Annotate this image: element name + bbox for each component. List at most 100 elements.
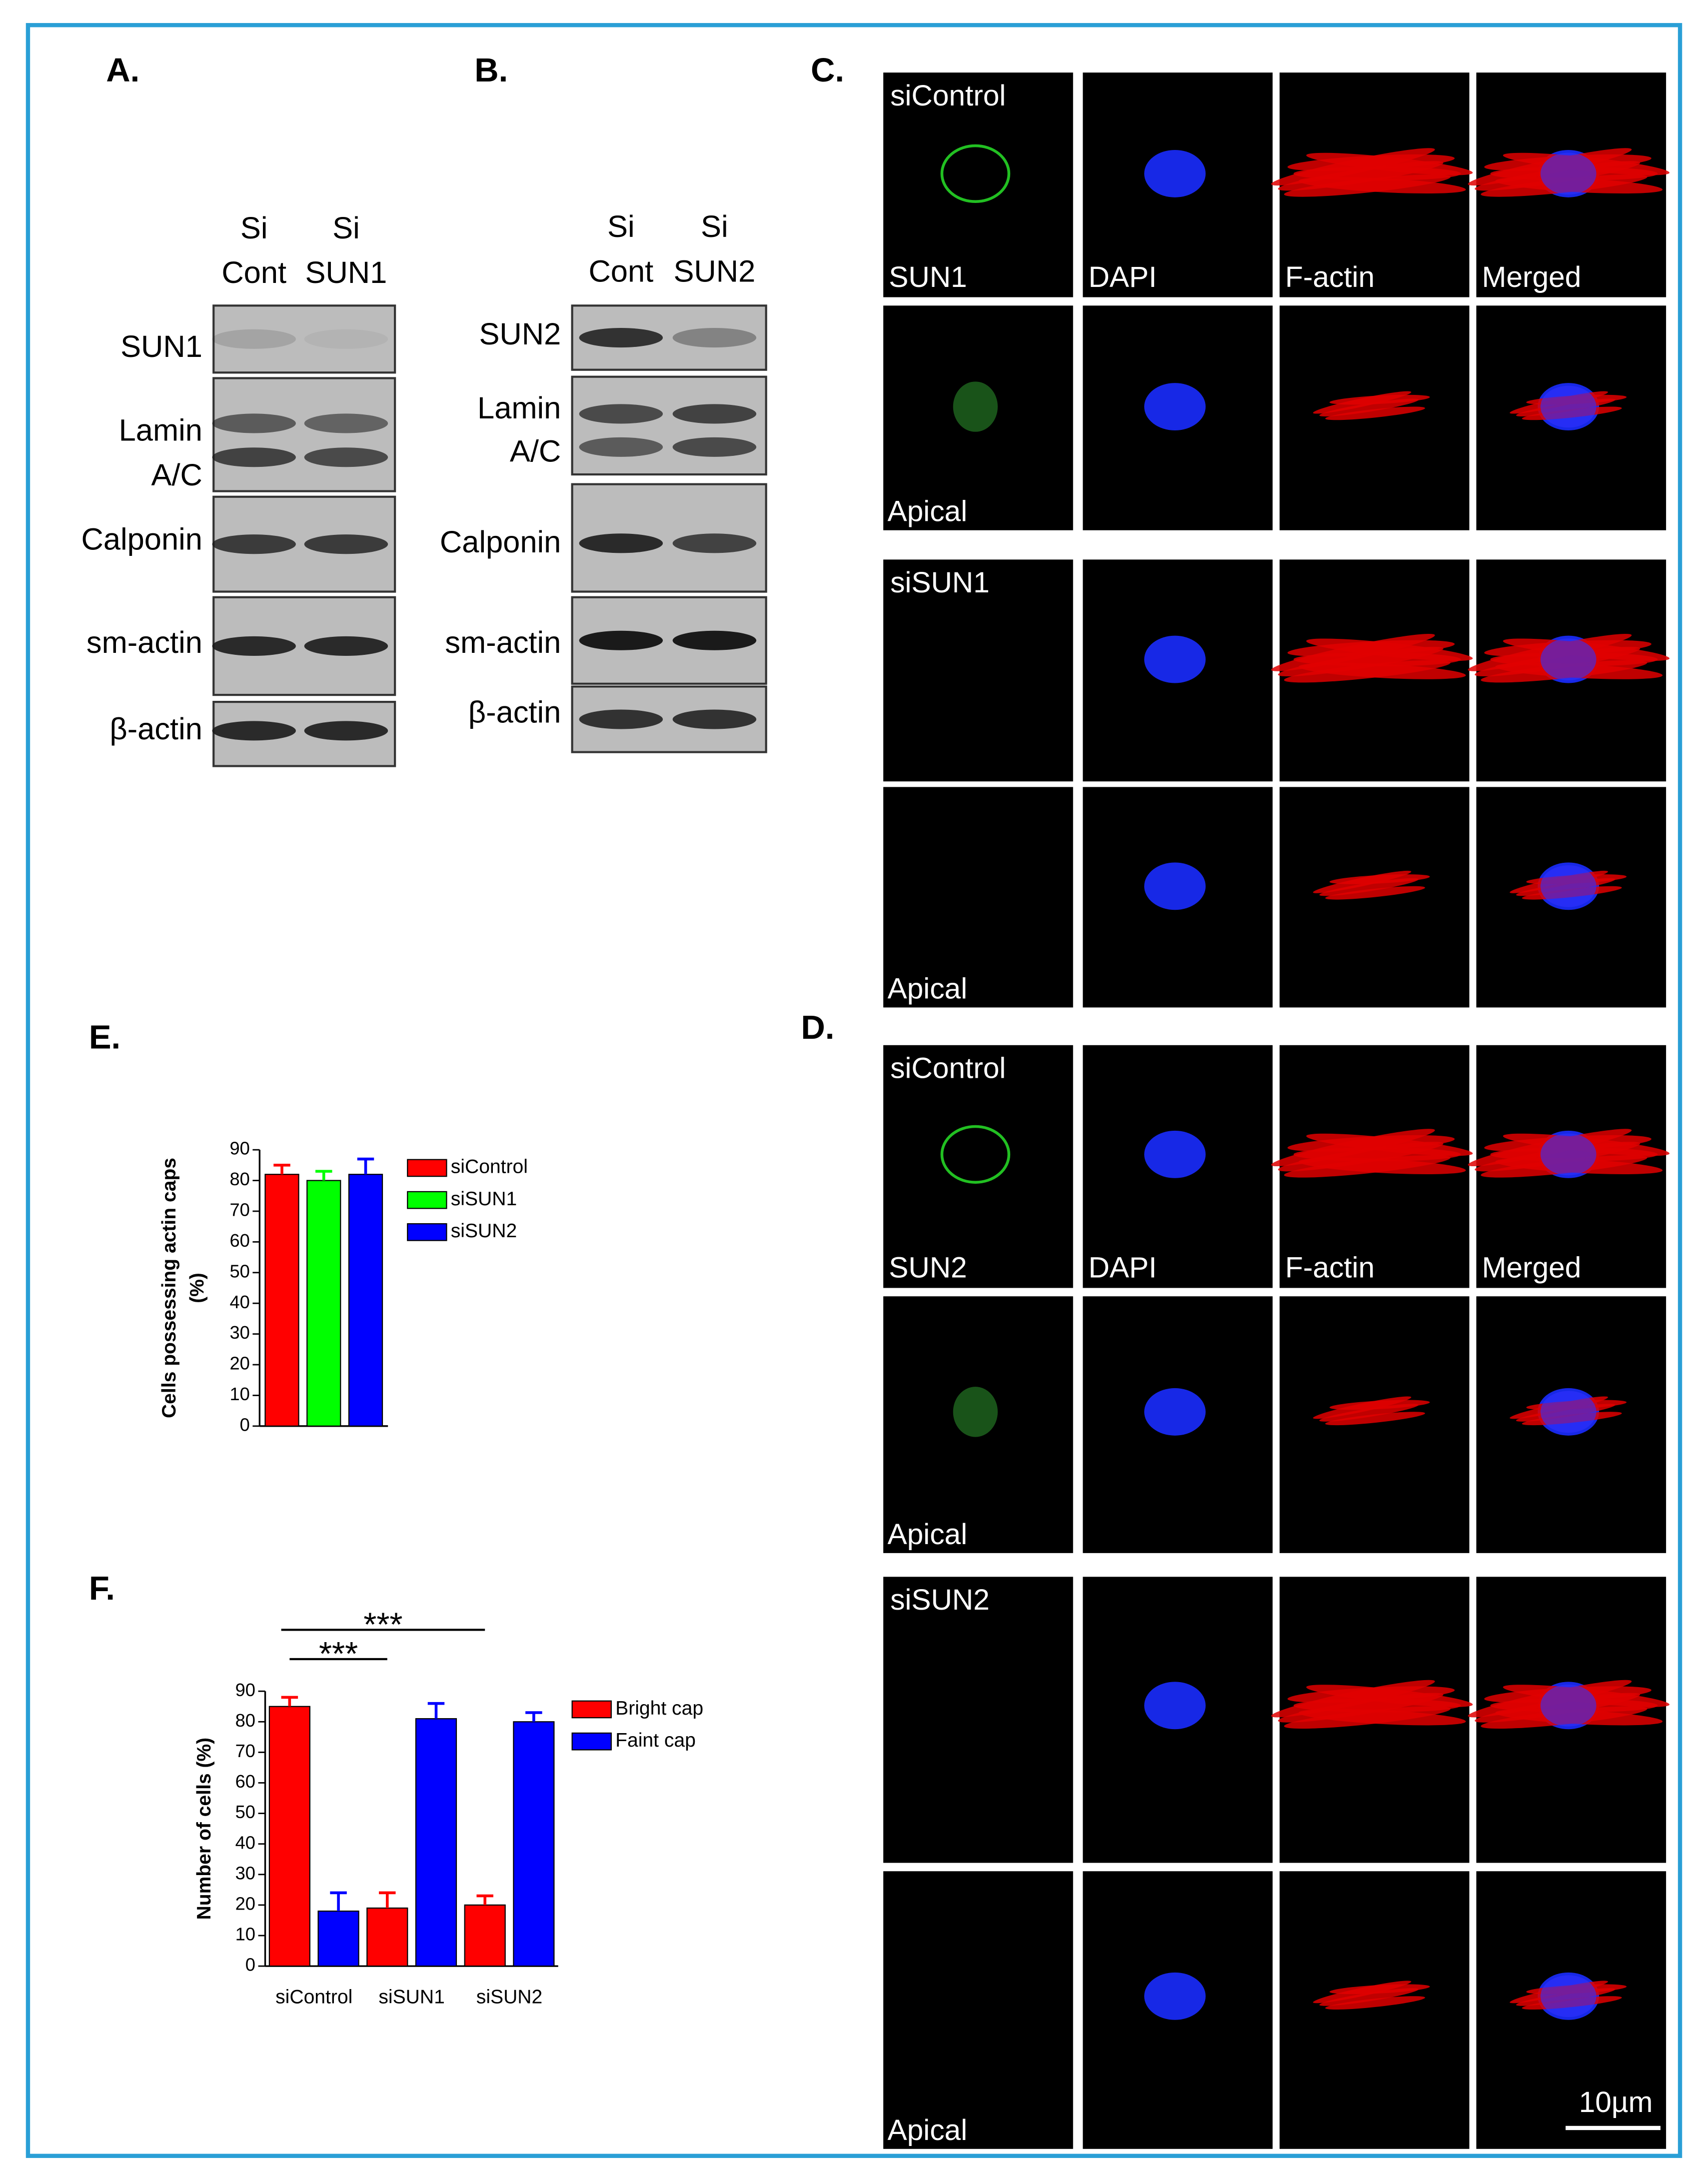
legend-swatch	[407, 1191, 447, 1209]
blot-band	[579, 709, 663, 729]
blot-band	[304, 721, 388, 741]
sun-dots	[953, 1387, 998, 1437]
legend-label: siControl	[451, 1156, 528, 1178]
bar	[317, 1911, 359, 1967]
blot-band	[304, 636, 388, 656]
nucleus-overlay	[1540, 865, 1597, 907]
micrograph	[1279, 787, 1470, 1008]
row-label: β-actin	[468, 695, 561, 729]
apical-label: Apical	[887, 1518, 967, 1551]
y-tick-label: 50	[235, 1802, 255, 1822]
legend-label: Bright cap	[615, 1698, 703, 1719]
bar	[306, 1180, 341, 1427]
legend-label: Faint cap	[615, 1730, 696, 1751]
apical-label: Apical	[887, 2114, 967, 2147]
actin-fiber	[1319, 1988, 1419, 2006]
actin-fiber	[1299, 662, 1466, 679]
row-label: Calponin	[81, 522, 202, 556]
y-tick-label: 0	[245, 1955, 255, 1975]
y-tick-label: 60	[229, 1230, 249, 1251]
bar	[366, 1907, 408, 1967]
lane-label: Si	[701, 209, 728, 244]
channel-label: SUN2	[889, 1252, 967, 1284]
nucleus-overlay	[1540, 1133, 1597, 1176]
apical-label: Apical	[887, 972, 967, 1005]
actin-fiber	[1306, 1133, 1473, 1156]
bar	[268, 1706, 310, 1967]
blot-band	[672, 709, 757, 729]
nucleus	[1144, 1130, 1206, 1178]
y-tick-label: 30	[235, 1863, 255, 1883]
micrograph	[1279, 1871, 1470, 2149]
bar	[348, 1174, 383, 1427]
legend-swatch	[571, 1700, 612, 1719]
lane-label: Si	[607, 209, 635, 244]
blot-band	[212, 534, 296, 554]
bar	[264, 1174, 299, 1427]
nucleus	[1144, 1388, 1206, 1436]
row-label: A/C	[510, 434, 561, 468]
bar	[513, 1721, 555, 1967]
legend-swatch	[407, 1159, 447, 1177]
micrograph	[883, 787, 1073, 1008]
actin-fiber	[1306, 152, 1473, 175]
actin-fiber	[1325, 886, 1426, 900]
y-tick-label: 20	[235, 1893, 255, 1914]
actin-fiber	[1306, 638, 1473, 661]
micrograph	[883, 72, 1073, 297]
x-tick-label: siControl	[275, 1987, 352, 2008]
y-tick-label: 30	[229, 1322, 249, 1343]
x-tick-label: siSUN2	[476, 1987, 542, 2008]
actin-fiber	[1325, 1996, 1426, 2010]
actin-fiber	[1329, 1984, 1430, 1995]
row-label: sm-actin	[86, 625, 202, 660]
x-tick-label: siSUN1	[378, 1987, 444, 2008]
scale-bar-label: 10µm	[1579, 2086, 1653, 2119]
group-label: siSUN1	[890, 566, 990, 599]
channel-label: SUN1	[889, 261, 967, 293]
channel-label: F-actin	[1285, 261, 1375, 293]
bar	[464, 1904, 506, 1967]
blot-band	[579, 404, 663, 424]
row-label: SUN2	[479, 317, 561, 351]
row-label: β-actin	[109, 712, 202, 746]
actin-fiber	[1329, 874, 1430, 884]
panel-label: C.	[811, 51, 844, 89]
lane-label: Cont	[588, 254, 653, 288]
y-tick-label: 10	[235, 1924, 255, 1945]
blot-band	[212, 329, 296, 349]
y-tick-label: 90	[229, 1138, 249, 1159]
y-tick-label: 20	[229, 1353, 249, 1374]
y-tick-label: 70	[235, 1741, 255, 1761]
blot-box	[571, 375, 767, 476]
y-tick-label: 0	[240, 1414, 250, 1435]
blot-band	[212, 721, 296, 741]
blot-box	[212, 377, 396, 492]
y-tick-label: 80	[235, 1710, 255, 1731]
micrograph	[883, 1045, 1073, 1288]
actin-fiber	[1319, 878, 1419, 896]
row-label: sm-actin	[445, 625, 561, 660]
micrograph	[1279, 305, 1470, 530]
blot-box	[571, 304, 767, 371]
panel-label: D.	[801, 1009, 834, 1046]
y-tick-label: 90	[235, 1680, 255, 1700]
lane-label: Si	[332, 211, 360, 245]
channel-label: Merged	[1482, 261, 1582, 293]
panel-label: F.	[89, 1570, 115, 1607]
nucleus	[1144, 862, 1206, 910]
frame	[25, 23, 1683, 2158]
nucleus	[1144, 1682, 1206, 1730]
nucleus-overlay	[1540, 152, 1597, 195]
actin-fiber	[1329, 1400, 1430, 1410]
y-tick-label: 40	[229, 1292, 249, 1312]
apical-label: Apical	[887, 495, 967, 528]
y-tick-label: 80	[229, 1169, 249, 1189]
significance-label: ***	[363, 1606, 402, 1644]
y-tick-label: 40	[235, 1832, 255, 1853]
actin-fiber	[1325, 1412, 1426, 1426]
panel-label: B.	[474, 51, 508, 89]
blot-band	[212, 447, 296, 467]
y-tick-label: 50	[229, 1261, 249, 1281]
panel-label: A.	[106, 51, 139, 89]
